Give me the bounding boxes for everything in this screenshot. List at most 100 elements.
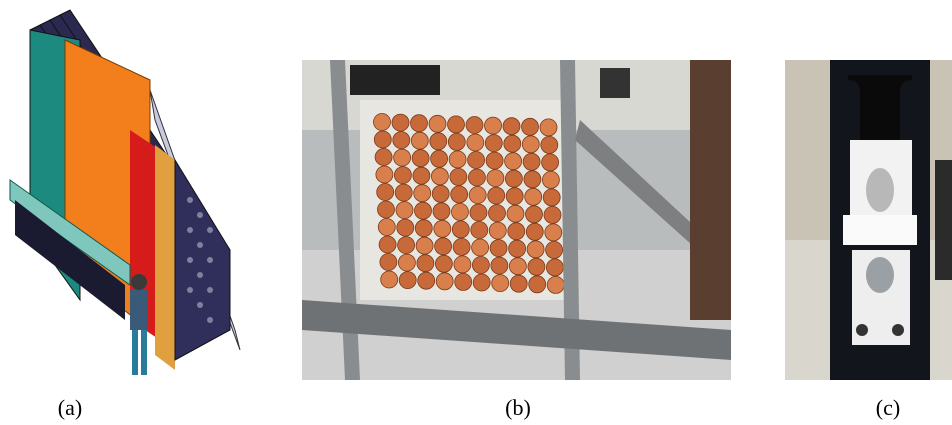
copper-tube xyxy=(449,167,468,186)
copper-tube xyxy=(527,257,546,276)
copper-tube xyxy=(470,221,489,239)
copper-tube xyxy=(467,151,486,169)
copper-tube xyxy=(433,219,452,238)
copper-tube xyxy=(485,151,504,170)
panel-a-drawing xyxy=(9,9,241,375)
copper-tube xyxy=(429,132,448,151)
copper-tube xyxy=(398,271,417,290)
copper-tube xyxy=(489,239,508,258)
copper-tube xyxy=(525,222,544,241)
copper-tube xyxy=(522,152,541,171)
copper-tube xyxy=(379,253,398,271)
copper-tube xyxy=(414,219,433,238)
copper-tube xyxy=(541,153,559,172)
copper-tube xyxy=(468,186,487,204)
copper-tube xyxy=(488,204,506,223)
copper-tube xyxy=(472,273,491,292)
copper-tube xyxy=(393,148,412,167)
copper-tube xyxy=(417,271,436,290)
copper-tube xyxy=(394,183,413,202)
copper-tube xyxy=(416,254,435,273)
copper-tube xyxy=(453,255,472,274)
copper-tube xyxy=(540,135,559,154)
copper-tube xyxy=(415,236,434,255)
copper-tube xyxy=(451,202,469,221)
copper-tube xyxy=(542,170,560,189)
copper-tube xyxy=(397,253,416,272)
copper-tube xyxy=(467,168,486,187)
copper-tube xyxy=(435,272,454,291)
copper-tube xyxy=(434,237,453,256)
copper-tube xyxy=(447,115,465,134)
copper-tube xyxy=(454,272,473,291)
copper-tube xyxy=(528,275,547,294)
copper-tube xyxy=(487,186,506,205)
panel-label: (a) xyxy=(58,395,82,420)
copper-tube xyxy=(508,239,526,258)
copper-tube xyxy=(539,118,558,137)
copper-tube xyxy=(410,114,428,133)
copper-tube xyxy=(411,149,430,168)
copper-tube xyxy=(465,116,484,134)
copper-tube xyxy=(391,113,410,132)
copper-tube xyxy=(486,169,505,188)
panel-b-photo xyxy=(302,60,731,380)
copper-tube xyxy=(430,149,449,168)
copper-tube xyxy=(380,270,399,289)
copper-tube xyxy=(543,205,562,224)
copper-tube xyxy=(434,254,453,273)
copper-tube xyxy=(373,130,392,149)
copper-tube xyxy=(448,150,467,169)
copper-tube xyxy=(397,236,416,255)
copper-tube xyxy=(428,114,447,133)
copper-tube xyxy=(377,218,396,236)
copper-tube xyxy=(505,169,523,188)
copper-tube xyxy=(505,187,524,206)
copper-tube xyxy=(450,185,469,204)
copper-tube xyxy=(414,201,432,220)
copper-tube xyxy=(506,204,525,223)
copper-tube xyxy=(471,256,490,274)
copper-tube xyxy=(546,275,565,294)
copper-tube xyxy=(502,117,521,136)
copper-tube xyxy=(471,238,490,257)
copper-tube xyxy=(521,135,540,154)
copper-tube xyxy=(509,274,528,293)
copper-tube xyxy=(412,166,431,185)
copper-tube xyxy=(375,165,394,184)
copper-tube xyxy=(410,131,429,150)
copper-tube xyxy=(504,152,522,171)
copper-tube xyxy=(447,132,466,151)
copper-tube xyxy=(503,134,522,153)
panel-label: (c) xyxy=(876,395,900,420)
copper-tube xyxy=(545,240,563,259)
copper-tube xyxy=(377,200,395,219)
copper-tube xyxy=(373,113,391,131)
copper-tube xyxy=(432,202,451,221)
copper-tube xyxy=(413,184,432,203)
copper-tube xyxy=(396,218,415,237)
copper-tube xyxy=(466,133,485,152)
copper-tube xyxy=(431,184,450,203)
copper-tube xyxy=(523,170,542,189)
copper-tube xyxy=(526,240,545,259)
copper-tube xyxy=(376,183,395,201)
copper-tube xyxy=(484,134,503,153)
copper-tube xyxy=(374,148,393,166)
copper-tube xyxy=(546,258,564,277)
copper-tube xyxy=(484,116,502,135)
copper-tube xyxy=(544,223,563,242)
copper-tube xyxy=(491,274,510,293)
copper-tube xyxy=(430,167,449,186)
panel-label: (b) xyxy=(505,395,531,420)
copper-tube xyxy=(395,201,414,220)
copper-tube xyxy=(524,187,543,206)
copper-tube xyxy=(469,203,488,222)
copper-tube xyxy=(392,131,411,150)
panel-c-photo xyxy=(785,60,952,380)
copper-tube xyxy=(525,205,543,224)
copper-tube xyxy=(509,257,527,276)
copper-tube xyxy=(451,220,470,239)
copper-tube xyxy=(507,222,526,241)
